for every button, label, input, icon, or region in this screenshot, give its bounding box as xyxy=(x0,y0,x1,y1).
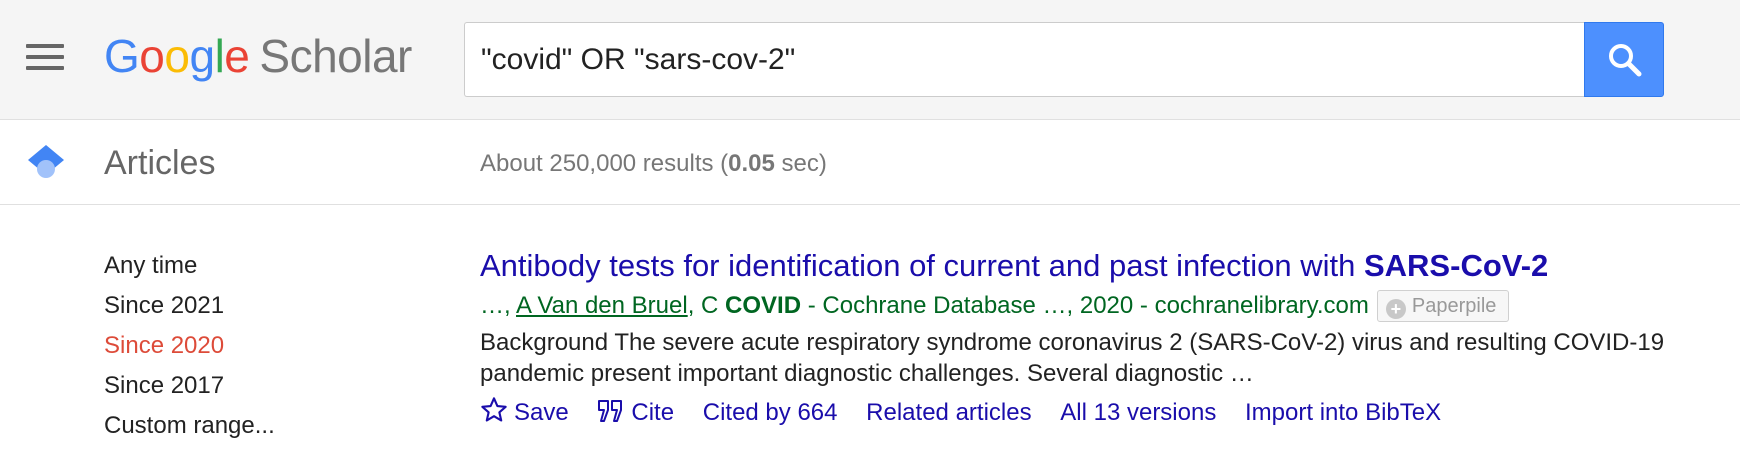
import-bibtex-link[interactable]: Import into BibTeX xyxy=(1245,398,1442,426)
filter-since-2020[interactable]: Since 2020 xyxy=(104,332,225,359)
top-bar: Google Scholar xyxy=(0,0,1740,120)
search-icon xyxy=(1609,44,1642,77)
related-articles-link[interactable]: Related articles xyxy=(866,398,1032,426)
filter-since-2017[interactable]: Since 2017 xyxy=(104,372,225,399)
filter-since-2021[interactable]: Since 2021 xyxy=(104,292,225,319)
author-link[interactable]: A Van den Bruel xyxy=(516,292,688,319)
google-scholar-logo[interactable]: Google Scholar xyxy=(104,30,412,82)
plus-icon: + xyxy=(1385,299,1406,319)
result-title-link[interactable]: Antibody tests for identification of cur… xyxy=(480,248,1549,283)
filter-custom-range[interactable]: Custom range... xyxy=(104,412,275,439)
paperpile-button[interactable]: + Paperpile xyxy=(1376,290,1510,322)
quote-icon xyxy=(598,399,623,422)
results-subheader xyxy=(0,121,1740,205)
save-button[interactable]: Save xyxy=(480,396,569,430)
result-byline: …, A Van den Bruel, C COVID - Cochrane D… xyxy=(480,290,1680,324)
cited-by-link[interactable]: Cited by 664 xyxy=(702,398,838,426)
section-title: Articles xyxy=(104,144,216,182)
filter-any-time[interactable]: Any time xyxy=(104,252,198,279)
search-input[interactable] xyxy=(465,23,1586,96)
star-icon xyxy=(481,396,507,422)
search-box xyxy=(464,22,1586,97)
search-button[interactable] xyxy=(1584,22,1664,97)
result-snippet: Background The severe acute respiratory … xyxy=(480,329,1665,387)
result-actions: Save Cite Cited by 664 Related articles … xyxy=(480,395,1680,430)
results-count: About 250,000 results (0.05 sec) xyxy=(480,150,827,177)
search-result: Antibody tests for identification of cur… xyxy=(480,244,1680,430)
graduation-cap-icon xyxy=(28,145,64,178)
hamburger-menu-icon[interactable] xyxy=(26,44,64,70)
cite-button[interactable]: Cite xyxy=(597,396,674,430)
time-filter-list: Any time Since 2021 Since 2020 Since 201… xyxy=(104,246,275,446)
all-versions-link[interactable]: All 13 versions xyxy=(1060,398,1217,426)
